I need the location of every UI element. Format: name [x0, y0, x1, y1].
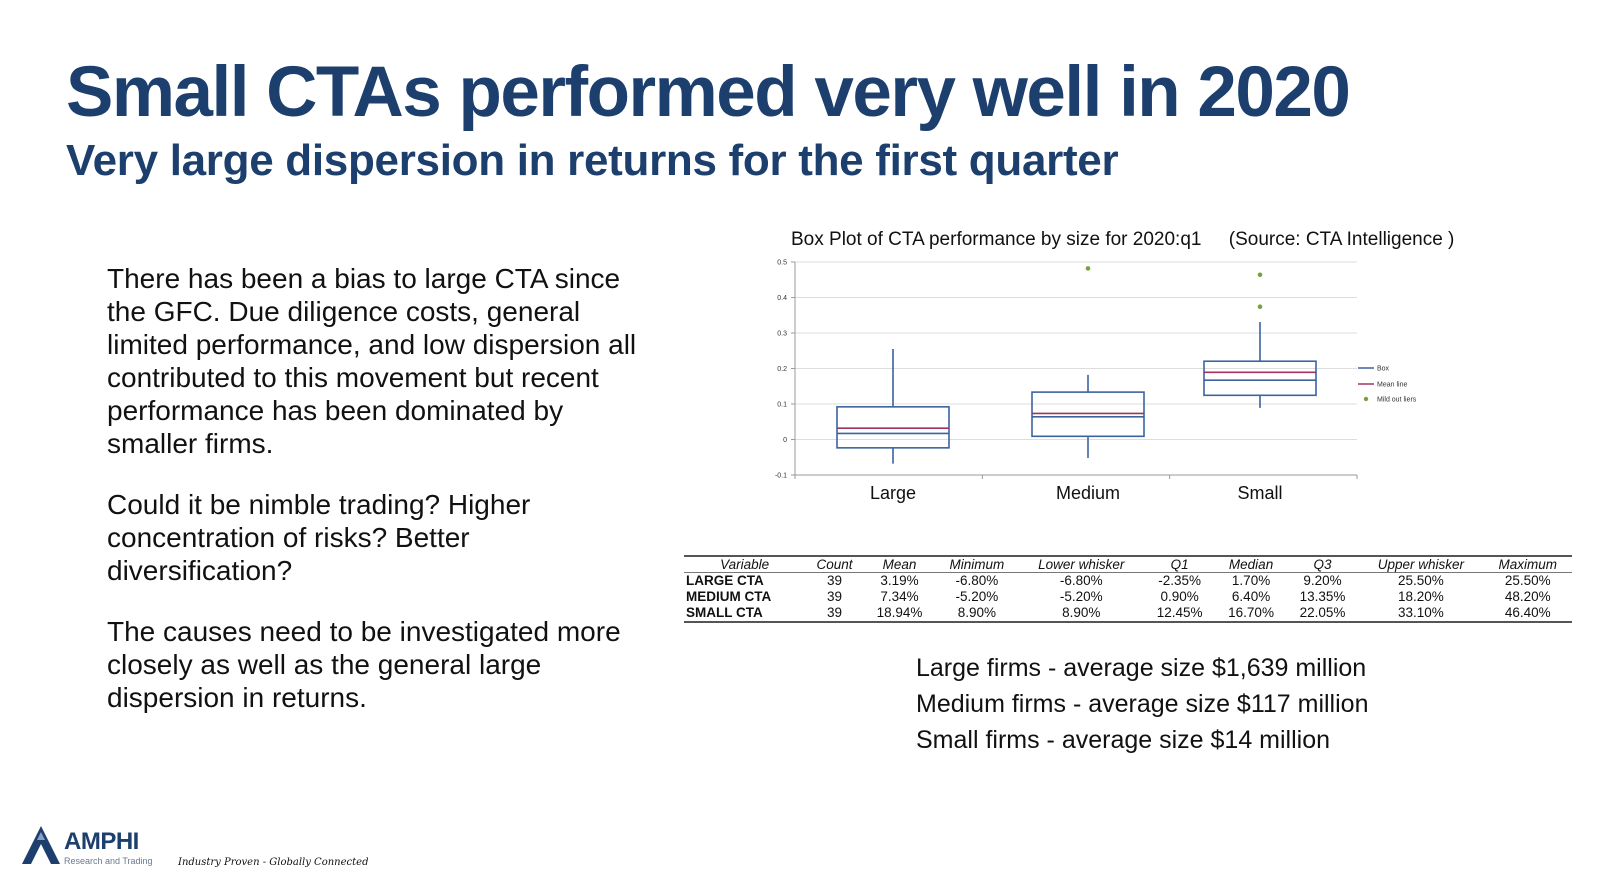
- cell-lower-whisker: -6.80%: [1059, 573, 1103, 588]
- cell-q1: 0.90%: [1160, 589, 1199, 604]
- col-header-median: Median: [1215, 556, 1287, 573]
- y-tick-label: 0.5: [777, 260, 787, 267]
- cell-lower-whisker: -5.20%: [1059, 589, 1103, 604]
- cell-minimum: 8.90%: [957, 605, 997, 620]
- box-small: [1203, 272, 1317, 408]
- x-tick-label: Small: [1237, 483, 1282, 503]
- cell-count: 39: [826, 605, 842, 620]
- legend-label: Mild out liers: [1377, 397, 1417, 404]
- col-header-mean: Mean: [863, 556, 936, 573]
- row-label: MEDIUM CTA: [686, 589, 772, 604]
- cell-q3: 9.20%: [1303, 573, 1342, 588]
- body-text: There has been a bias to large CTA since…: [107, 262, 647, 742]
- x-tick-label: Medium: [1056, 483, 1120, 503]
- box-medium: [1031, 266, 1145, 458]
- box-body: [1203, 360, 1317, 397]
- cell-minimum: -6.80%: [955, 573, 999, 588]
- cell-upper-whisker: 18.20%: [1398, 589, 1444, 604]
- box-large: [836, 348, 950, 464]
- logo-brand: AMPHI: [64, 828, 139, 855]
- outlier-point: [1085, 266, 1091, 271]
- legend-label: Mean line: [1377, 382, 1407, 389]
- cell-median: 16.70%: [1228, 605, 1274, 620]
- cell-median: 6.40%: [1231, 589, 1271, 604]
- row-label: LARGE CTA: [686, 573, 764, 588]
- col-header-variable: Variable: [684, 556, 806, 573]
- col-header-q1: Q1: [1143, 556, 1216, 573]
- cell-lower-whisker: 8.90%: [1062, 605, 1101, 620]
- chart-boxes: [836, 266, 1317, 464]
- y-tick-label: 0.4: [777, 295, 787, 302]
- cell-q1: 12.45%: [1156, 605, 1203, 620]
- chart-legend: Box Mean line Mild out liers: [1358, 366, 1417, 404]
- size-small: Small firms - average size $14 million: [916, 726, 1331, 754]
- chart-source: (Source: CTA Intelligence ): [1228, 229, 1455, 250]
- slide-subtitle: Very large dispersion in returns for the…: [66, 136, 1119, 185]
- row-label: SMALL CTA: [686, 605, 763, 620]
- cell-mean: 3.19%: [880, 573, 919, 588]
- chart-title: Box Plot of CTA performance by size for …: [791, 229, 1202, 250]
- y-tick-label: 0: [783, 437, 787, 444]
- cell-q1: -2.35%: [1158, 573, 1201, 588]
- col-header-q3: Q3: [1286, 556, 1359, 573]
- cell-maximum: 48.20%: [1504, 589, 1551, 604]
- stats-table-header-row: Variable Count Mean Minimum Lower whiske…: [684, 556, 1572, 573]
- cell-maximum: 25.50%: [1504, 573, 1551, 588]
- logo-tagline: Industry Proven - Globally Connected: [178, 857, 369, 868]
- table-row: SMALL CTA 39 18.94% 8.90% 8.90% 12.45% 1…: [684, 605, 1572, 622]
- logo-brand-sub: Research and Trading: [64, 856, 153, 866]
- body-paragraph-3: The causes need to be investigated more …: [107, 616, 621, 713]
- y-tick-label: 0.2: [777, 366, 787, 373]
- col-header-maximum: Maximum: [1483, 556, 1572, 573]
- col-header-upper-whisker: Upper whisker: [1358, 556, 1484, 573]
- legend-label: Box: [1377, 366, 1390, 373]
- cell-q3: 13.35%: [1299, 589, 1346, 604]
- body-paragraph-2: Could it be nimble trading? Higher conce…: [107, 489, 531, 586]
- table-row: LARGE CTA 39 3.19% -6.80% -6.80% -2.35% …: [684, 573, 1572, 590]
- col-header-lower-whisker: Lower whisker: [1018, 556, 1144, 573]
- cell-maximum: 46.40%: [1504, 605, 1551, 620]
- col-header-minimum: Minimum: [935, 556, 1019, 573]
- box-body: [836, 406, 950, 449]
- cell-q3: 22.05%: [1299, 605, 1346, 620]
- firm-sizes: Large firms - average size $1,639 millio…: [916, 650, 1368, 758]
- company-logo: AMPHI Research and Trading Industry Prov…: [18, 824, 378, 874]
- box-plot-chart: -0.1 0 0.1 0.2 0.3 0.4 0.5 Large Medium Small Box…: [775, 260, 1417, 504]
- chart-axes: -0.1 0 0.1 0.2 0.3 0.4 0.5 Large Medium Small: [775, 260, 1358, 503]
- y-tick-label: -0.1: [775, 473, 787, 480]
- legend-outlier-swatch: [1363, 396, 1369, 402]
- slide-title: Small CTAs performed very well in 2020: [66, 53, 1351, 132]
- outlier-point: [1257, 304, 1263, 310]
- cell-upper-whisker: 33.10%: [1398, 605, 1444, 620]
- body-paragraph-1: There has been a bias to large CTA since…: [107, 263, 637, 459]
- cell-count: 39: [826, 573, 842, 588]
- chart-title-row: Box Plot of CTA performance by size for …: [791, 229, 1476, 251]
- cell-median: 1.70%: [1231, 573, 1271, 588]
- size-medium: Medium firms - average size $117 million: [916, 690, 1369, 718]
- stats-table: Variable Count Mean Minimum Lower whiske…: [684, 555, 1572, 623]
- size-large: Large firms - average size $1,639 millio…: [916, 654, 1367, 682]
- cell-mean: 7.34%: [880, 589, 919, 604]
- cell-mean: 18.94%: [876, 605, 923, 620]
- chart-grid: [795, 261, 1357, 476]
- y-tick-label: 0.1: [777, 402, 787, 409]
- cell-upper-whisker: 25.50%: [1398, 573, 1444, 588]
- x-tick-label: Large: [870, 483, 916, 503]
- y-tick-label: 0.3: [777, 331, 787, 338]
- cell-count: 39: [826, 589, 842, 604]
- amphi-logo-icon: [22, 826, 60, 864]
- cell-minimum: -5.20%: [955, 589, 999, 604]
- outlier-point: [1257, 272, 1263, 278]
- table-row: MEDIUM CTA 39 7.34% -5.20% -5.20% 0.90% …: [684, 589, 1572, 605]
- col-header-count: Count: [805, 556, 864, 573]
